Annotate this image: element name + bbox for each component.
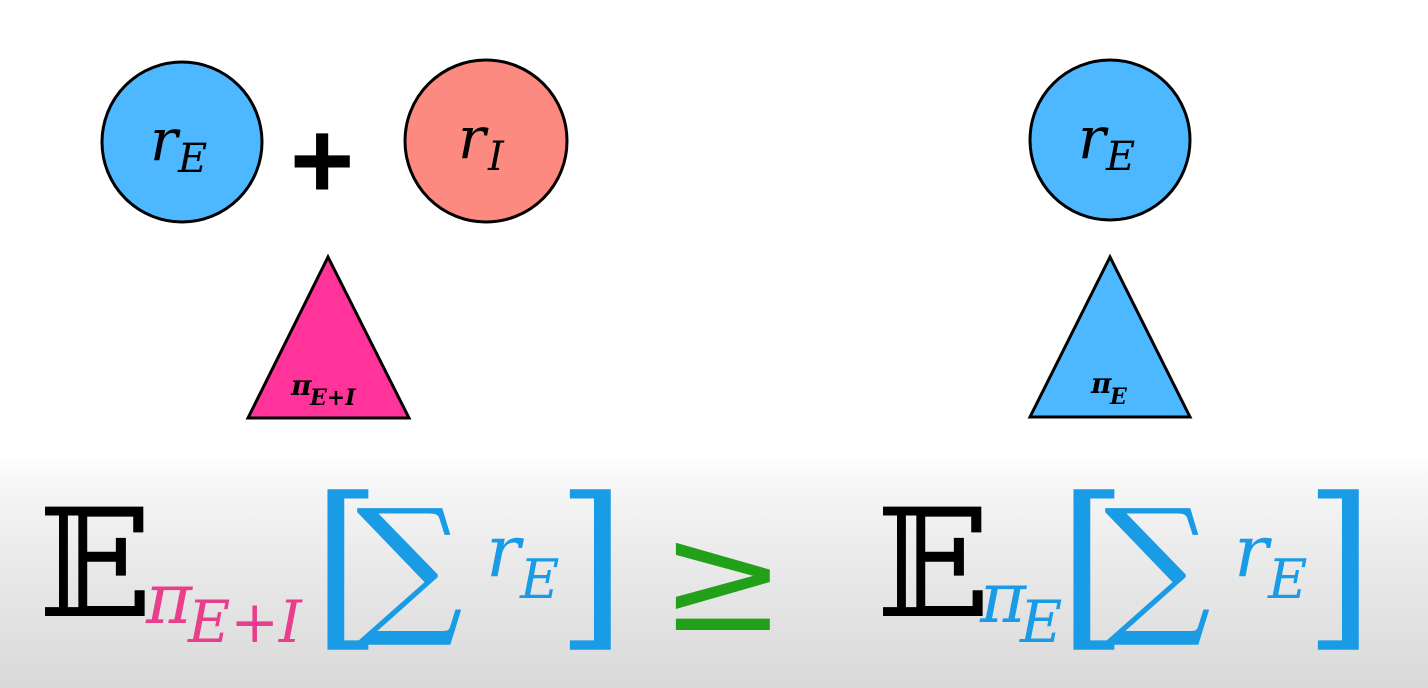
greater-equal-sign: ≥: [660, 492, 786, 666]
circle-label-sub: E: [1105, 134, 1135, 180]
intrinsic-reward-circle: [403, 58, 569, 224]
lhs-expectation-symbol: 𝔼: [38, 478, 152, 652]
lhs-reward-subscript: E: [519, 548, 559, 611]
rhs-reward-subscript: E: [1267, 548, 1307, 611]
left-intrinsic-reward-node: r I: [403, 58, 569, 224]
extrinsic-reward-circle: [100, 60, 264, 224]
rhs-reward-symbol: r: [1234, 509, 1272, 593]
circle-label: r: [458, 104, 489, 172]
left-policy-node: π E+I: [245, 253, 412, 420]
lhs-open-bracket: [: [312, 460, 382, 669]
triangle-label-sub: E+I: [309, 385, 356, 411]
circle-label-sub: E: [177, 136, 207, 182]
extrinsic-reward-circle: [1028, 58, 1192, 222]
lhs-policy-subscript: E+I: [187, 588, 303, 656]
left-extrinsic-reward-node: r E: [100, 60, 264, 224]
lhs-sum-symbol: ∑: [356, 478, 463, 652]
lhs-reward-symbol: r: [486, 509, 524, 593]
right-extrinsic-reward-node: r E: [1028, 58, 1192, 222]
triangle-label: π: [290, 369, 312, 402]
lhs-expected-return: 𝔼 π E+I [ ∑ r E ]: [38, 460, 626, 669]
plus-sign: +: [290, 99, 354, 222]
policy-reward-diagram: r E + r I π E+I r E π E: [100, 58, 1193, 420]
rhs-close-bracket: ]: [1304, 460, 1374, 669]
rhs-expectation-symbol: 𝔼: [876, 478, 990, 652]
triangle-label-sub: E: [1109, 384, 1128, 410]
circle-label: r: [1078, 104, 1109, 172]
rhs-sum-symbol: ∑: [1104, 478, 1211, 652]
rhs-open-bracket: [: [1058, 460, 1128, 669]
circle-label: r: [150, 106, 181, 174]
rhs-policy-subscript: E: [1019, 588, 1062, 656]
triangle-label: π: [1090, 367, 1112, 400]
rhs-expected-return: 𝔼 π E [ ∑ r E ]: [876, 460, 1374, 669]
lhs-close-bracket: ]: [556, 460, 626, 669]
rhs-policy-symbol: π: [979, 557, 1028, 639]
circle-label-sub: I: [487, 134, 505, 180]
extrinsic-policy-triangle: [1027, 253, 1193, 419]
lhs-policy-symbol: π: [145, 558, 194, 640]
expected-return-inequality: 𝔼 π E+I [ ∑ r E ] ≥ 𝔼 π E [ ∑ r E ]: [38, 460, 1374, 669]
right-policy-node: π E: [1027, 253, 1193, 419]
combined-policy-triangle: [245, 253, 412, 420]
